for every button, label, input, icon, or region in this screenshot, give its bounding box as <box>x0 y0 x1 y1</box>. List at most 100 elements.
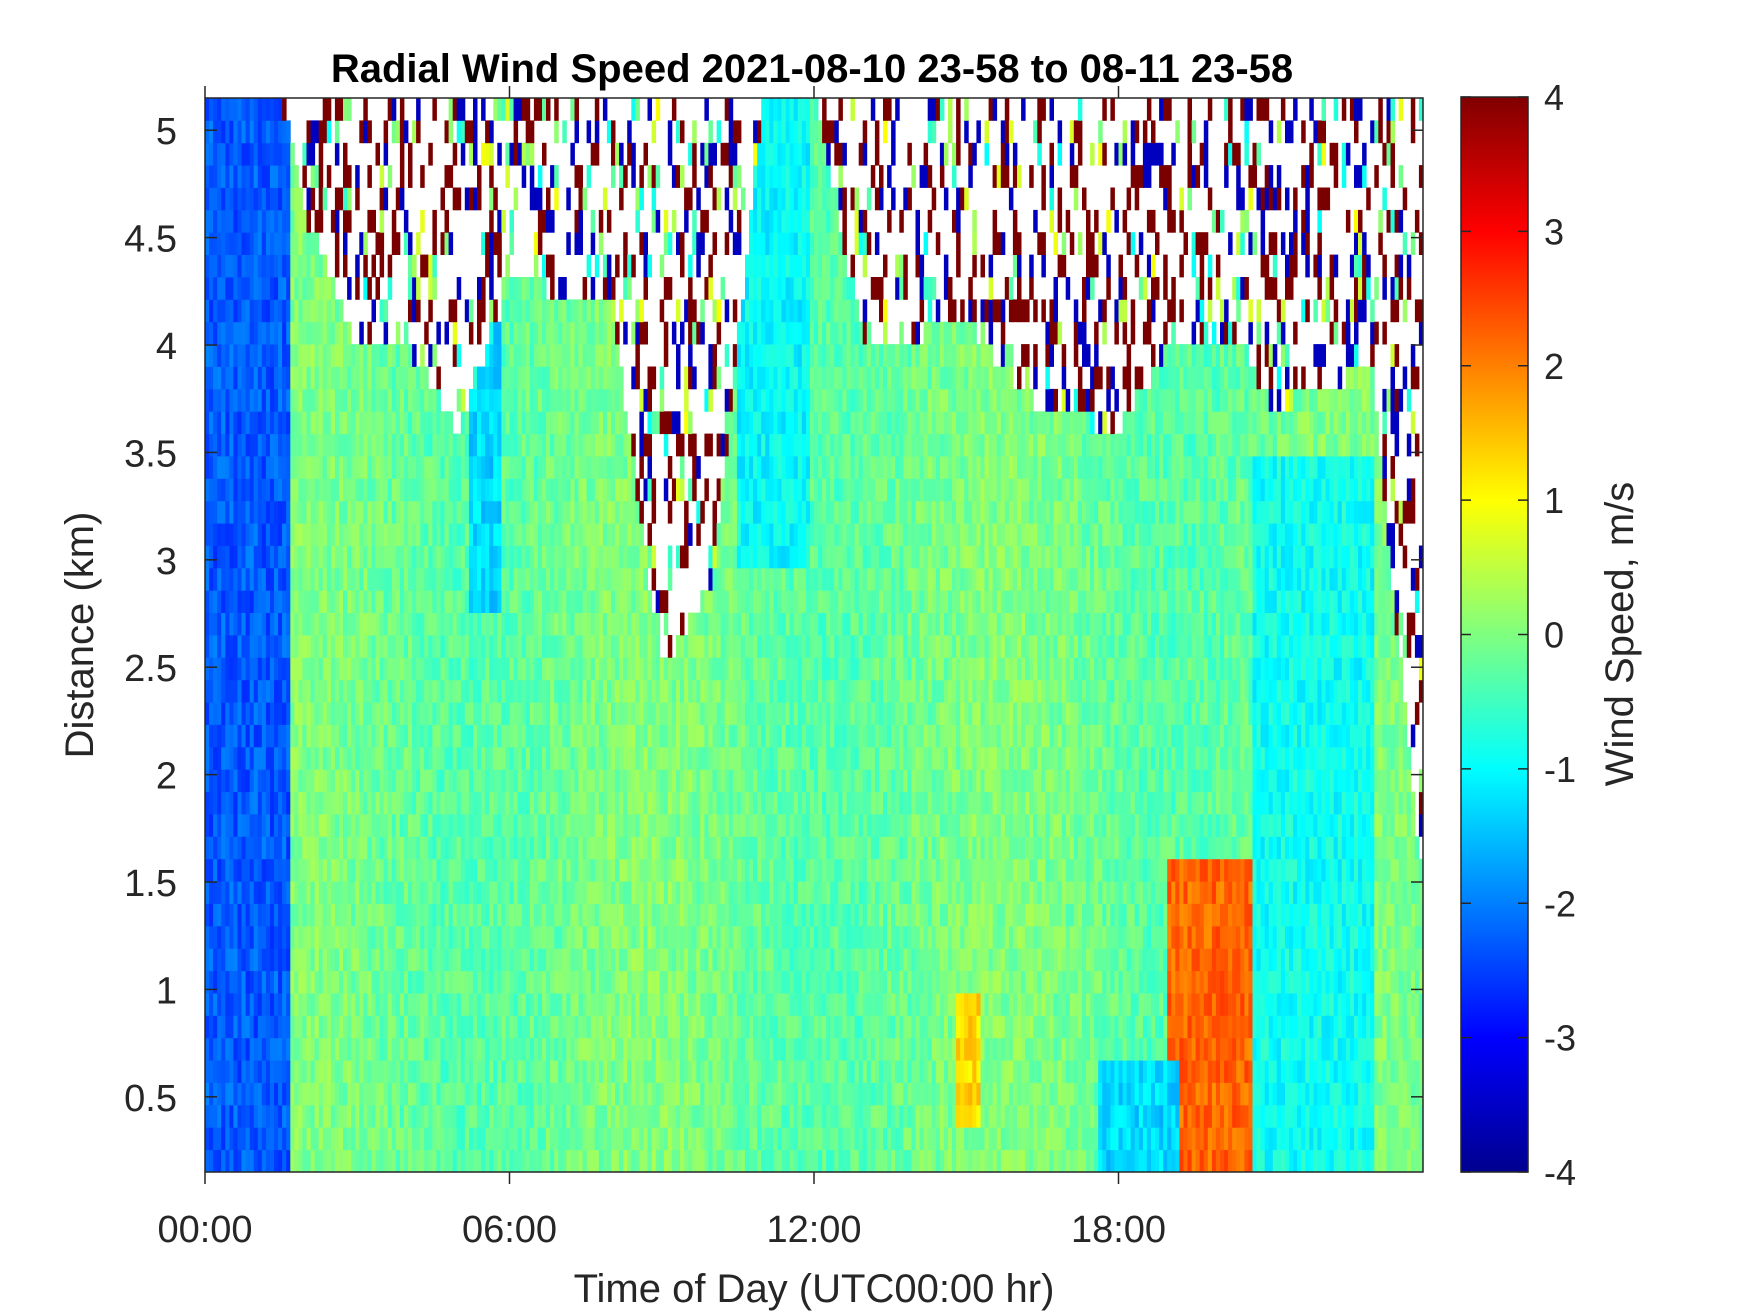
heatmap-cell <box>659 948 665 972</box>
heatmap-cell <box>209 321 214 345</box>
heatmap-cell <box>570 344 575 367</box>
heatmap-cell <box>347 277 352 300</box>
heatmap-cell <box>659 299 665 323</box>
heatmap-cell <box>253 970 259 994</box>
heatmap-cell <box>464 433 470 457</box>
heatmap-cell <box>611 388 616 412</box>
heatmap-cell <box>205 1127 210 1151</box>
heatmap-cell <box>205 724 210 748</box>
heatmap-cell <box>684 836 689 860</box>
heatmap-cell <box>477 500 482 524</box>
heatmap-cell <box>578 344 583 367</box>
heatmap-cell <box>537 612 543 636</box>
heatmap-cell <box>326 858 332 882</box>
heatmap-cell <box>533 881 539 904</box>
heatmap-cell <box>676 635 681 658</box>
heatmap-cell <box>217 567 222 591</box>
heatmap-cell <box>464 970 470 994</box>
heatmap-cell <box>533 344 539 367</box>
heatmap-cell <box>542 1015 547 1039</box>
heatmap-cell <box>330 321 336 345</box>
heatmap-cell <box>261 746 267 770</box>
heatmap-cell <box>245 881 251 904</box>
heatmap-cell <box>468 388 474 412</box>
heatmap-cell <box>371 411 376 435</box>
heatmap-cell <box>403 1127 409 1151</box>
heatmap-cell <box>598 1082 604 1106</box>
heatmap-cell <box>367 925 372 949</box>
heatmap-cell <box>245 635 251 658</box>
heatmap-cell <box>481 567 486 591</box>
heatmap-cell <box>241 814 246 837</box>
heatmap-cell <box>249 858 255 882</box>
heatmap-cell <box>261 881 267 904</box>
heatmap-cell <box>420 635 425 658</box>
heatmap-cell <box>477 1082 482 1106</box>
heatmap-cell <box>647 814 652 837</box>
heatmap-cell <box>213 1104 218 1128</box>
heatmap-cell <box>615 903 620 927</box>
heatmap-cell <box>379 1037 385 1061</box>
heatmap-cell <box>623 970 628 994</box>
heatmap-cell <box>379 925 385 949</box>
heatmap-cell <box>513 523 519 546</box>
heatmap-cell <box>606 970 612 994</box>
heatmap-cell <box>448 724 454 748</box>
heatmap-cell <box>310 814 316 837</box>
heatmap-cell <box>209 478 214 502</box>
heatmap-cell <box>375 1037 380 1061</box>
heatmap-cell <box>209 232 214 255</box>
heatmap-cell <box>537 1037 543 1061</box>
heatmap-cell <box>456 836 462 860</box>
heatmap-cell <box>205 142 210 166</box>
heatmap-cell <box>529 344 535 367</box>
heatmap-cell <box>651 679 657 703</box>
heatmap-cell <box>684 1149 689 1173</box>
heatmap-cell <box>542 209 547 233</box>
heatmap-cell <box>680 1060 685 1083</box>
heatmap-cell <box>395 948 401 972</box>
heatmap-cell <box>464 769 470 793</box>
heatmap-cell <box>330 836 336 860</box>
heatmap-cell <box>403 523 409 546</box>
heatmap-cell <box>387 590 393 613</box>
heatmap-cell <box>249 254 255 278</box>
heatmap-cell <box>245 1082 251 1106</box>
heatmap-cell <box>537 344 543 367</box>
heatmap-cell <box>501 858 506 882</box>
heatmap-cell <box>594 500 600 524</box>
heatmap-cell <box>367 165 372 188</box>
heatmap-cell <box>282 881 287 904</box>
heatmap-cell <box>667 993 673 1016</box>
heatmap-cell <box>237 545 242 569</box>
heatmap-cell <box>521 858 527 882</box>
heatmap-cell <box>574 1037 579 1061</box>
heatmap-cell <box>213 791 218 815</box>
heatmap-cell <box>363 277 368 300</box>
heatmap-cell <box>282 344 287 367</box>
heatmap-cell <box>468 970 474 994</box>
heatmap-cell <box>274 679 279 703</box>
heatmap-cell <box>265 746 271 770</box>
heatmap-cell <box>274 567 279 591</box>
heatmap-cell <box>676 1060 681 1083</box>
heatmap-cell <box>546 344 551 367</box>
heatmap-cell <box>684 1060 689 1083</box>
heatmap-cell <box>318 209 324 233</box>
heatmap-cell <box>448 590 454 613</box>
heatmap-cell <box>294 836 299 860</box>
heatmap-cell <box>355 791 360 815</box>
heatmap-cell <box>403 209 409 233</box>
heatmap-cell <box>546 590 551 613</box>
heatmap-cell <box>529 1037 535 1061</box>
heatmap-cell <box>663 970 669 994</box>
heatmap-cell <box>403 925 409 949</box>
heatmap-cell <box>310 724 316 748</box>
heatmap-cell <box>432 1060 437 1083</box>
heatmap-cell <box>533 254 539 278</box>
heatmap-cell <box>586 321 592 345</box>
heatmap-cell <box>663 590 669 613</box>
heatmap-cell <box>598 545 604 569</box>
heatmap-cell <box>221 1037 226 1061</box>
heatmap-cell <box>627 545 632 569</box>
